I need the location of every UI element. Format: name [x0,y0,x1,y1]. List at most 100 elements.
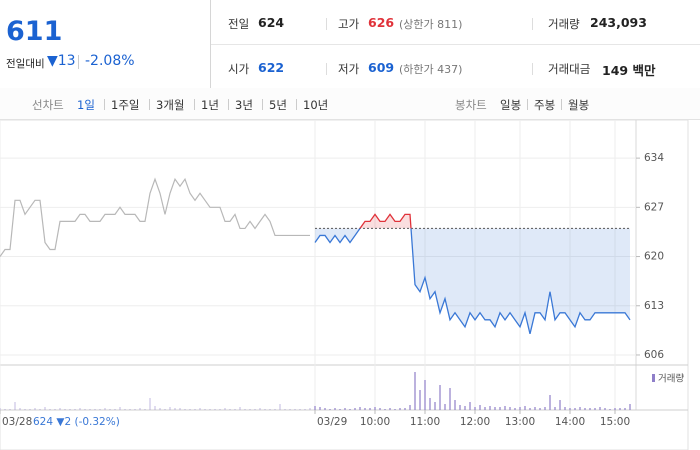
tab[interactable]: 3년 [235,98,253,112]
volume-bar [284,409,286,410]
volume-bar [19,408,21,410]
volume-bar [414,372,416,410]
volume-bar [69,409,71,410]
tab[interactable]: 1일 [77,98,95,112]
volume-bar [499,407,501,410]
volume-bar [354,408,356,410]
volume-bar [304,409,306,410]
tab[interactable]: 일봉 [500,98,522,112]
volume-bar [419,390,421,410]
volume-bar [109,409,111,410]
volume-bar [234,409,236,410]
volume-bar [259,408,261,410]
volume-bar [309,408,311,410]
tab[interactable]: 월봉 [568,98,590,112]
chart: 606 613 620 627 634 03/28 03/29 10:00 11:00 12:00… [0,120,689,450]
volume-bar [89,409,91,410]
volume-bar [299,409,301,410]
stat-value: 622 [258,60,285,75]
volume-bar [339,409,341,410]
change: ▼13 [47,53,76,69]
tab-separator [149,99,150,110]
volume-bar [494,407,496,410]
stat-note: (상한가 811) [399,18,463,31]
volume-bar [544,407,546,410]
volume-bar [44,407,46,410]
volume-bar [34,408,36,410]
tab[interactable]: 1주일 [111,98,140,112]
x-tick-label: 12:00 [460,416,490,428]
volume-bar [349,409,351,410]
volume-bar [219,409,221,410]
volume-bar [614,408,616,410]
divider [210,0,211,88]
change-pct: -2.08% [85,53,135,69]
tab-separator [262,99,263,110]
volume-bar [324,408,326,410]
price-note: 624 ▼2 (-0.32%) [33,416,120,428]
volume-bar [389,408,391,410]
volume-bar [64,409,66,410]
volume-bar [384,409,386,410]
volume-bar [459,405,461,410]
volume-bar [24,409,26,410]
volume-bar [514,408,516,410]
volume-bar [189,409,191,410]
price-line [314,228,631,335]
volume-bar [569,408,571,410]
volume-bar [154,406,156,410]
volume-bar [169,407,171,410]
volume-bar [579,407,581,410]
x-tick-label: 15:00 [600,416,630,428]
volume-bar [144,409,146,410]
volume-legend-label: 거래량 [658,373,684,385]
volume-bar [54,409,56,410]
volume-bar [149,398,151,410]
volume-bar [229,409,231,410]
volume-bar [14,402,16,410]
stat-value: 624 [258,15,285,30]
volume-bar [589,408,591,410]
volume-bar [334,408,336,410]
volume-bar [0,408,1,410]
volume-bar [329,409,331,410]
volume-bar [439,385,441,410]
volume-legend-swatch [652,374,655,382]
volume-bar [204,409,206,410]
stat-value: 626 [368,15,395,30]
change-label: 전일대비 [6,58,45,70]
volume-bar [399,408,401,410]
volume-bar [504,406,506,410]
volume-bar [84,409,86,410]
tab[interactable]: 10년 [303,98,329,112]
tab[interactable]: 1년 [201,98,219,112]
volume-bar [94,409,96,410]
volume-bar [244,409,246,410]
x-tick-label: 10:00 [360,416,390,428]
tab[interactable]: 5년 [269,98,287,112]
volume-bar [484,407,486,410]
y-tick-label: 613 [644,300,664,312]
stat-label: 거래량 [548,17,580,31]
area-above [315,214,630,229]
volume-bar [369,408,371,410]
volume-bar [174,408,176,410]
price: 611 [6,16,63,47]
volume-bar [559,400,561,410]
tab-group-label: 봉차트 [455,98,487,112]
stat-value: 243,093 [590,15,647,30]
volume-bar [134,409,136,410]
volume-bar [449,388,451,410]
volume-bar [74,409,76,410]
divider [326,18,327,30]
volume-bar [624,408,626,410]
volume-bar [4,409,6,410]
volume-bar [209,409,211,410]
volume-bar [519,407,521,410]
volume-bar [509,407,511,410]
volume-bar [314,406,316,410]
tab[interactable]: 3개월 [156,98,185,112]
y-tick-label: 606 [644,349,664,361]
tab[interactable]: 주봉 [534,98,556,112]
